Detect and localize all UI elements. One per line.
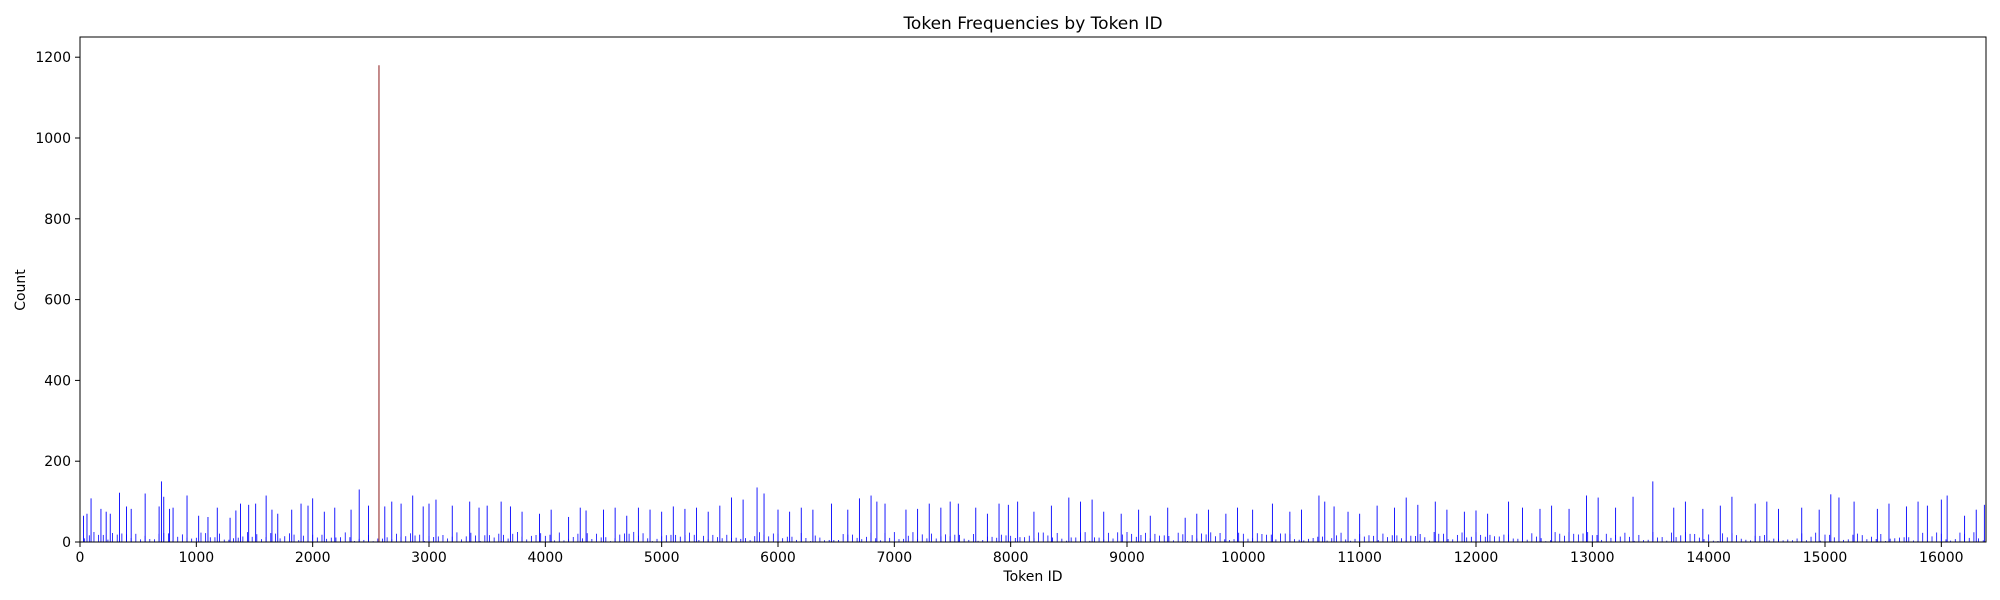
y-tick-label: 1000 [35,131,71,147]
plot-frame [79,36,1987,543]
x-tick-label: 6000 [760,550,796,566]
x-tick-label: 1000 [179,550,215,566]
y-tick-label: 800 [44,212,71,228]
x-tick-label: 15000 [1803,550,1848,566]
x-tick-label: 11000 [1337,550,1382,566]
y-tick-label: 200 [44,454,71,470]
x-tick-label: 7000 [877,550,913,566]
y-axis-label: Count [13,269,29,311]
y-axis: 0 200 400 600 800 1000 1200 [35,50,80,551]
y-tick-label: 0 [62,535,71,551]
x-tick-label: 3000 [411,550,447,566]
x-tick-label: 4000 [528,550,564,566]
x-tick-label: 14000 [1686,550,1731,566]
x-tick-label: 8000 [993,550,1029,566]
x-tick-label: 10000 [1221,550,1266,566]
x-tick-label: 5000 [644,550,680,566]
x-tick-label: 0 [76,550,85,566]
chart-title: Token Frequencies by Token ID [902,14,1162,34]
x-tick-label: 12000 [1454,550,1499,566]
x-tick-label: 16000 [1919,550,1964,566]
x-axis-label: Token ID [1002,569,1062,585]
x-tick-label: 9000 [1109,550,1145,566]
y-tick-label: 400 [44,373,71,389]
bars-layer [79,65,1985,542]
y-tick-label: 600 [44,293,71,309]
y-tick-label: 1200 [35,50,71,66]
x-tick-label: 2000 [295,550,331,566]
x-axis: 0 1000 2000 3000 4000 5000 6000 7000 8000 9000 100… [76,542,1964,566]
x-tick-label: 13000 [1570,550,1615,566]
